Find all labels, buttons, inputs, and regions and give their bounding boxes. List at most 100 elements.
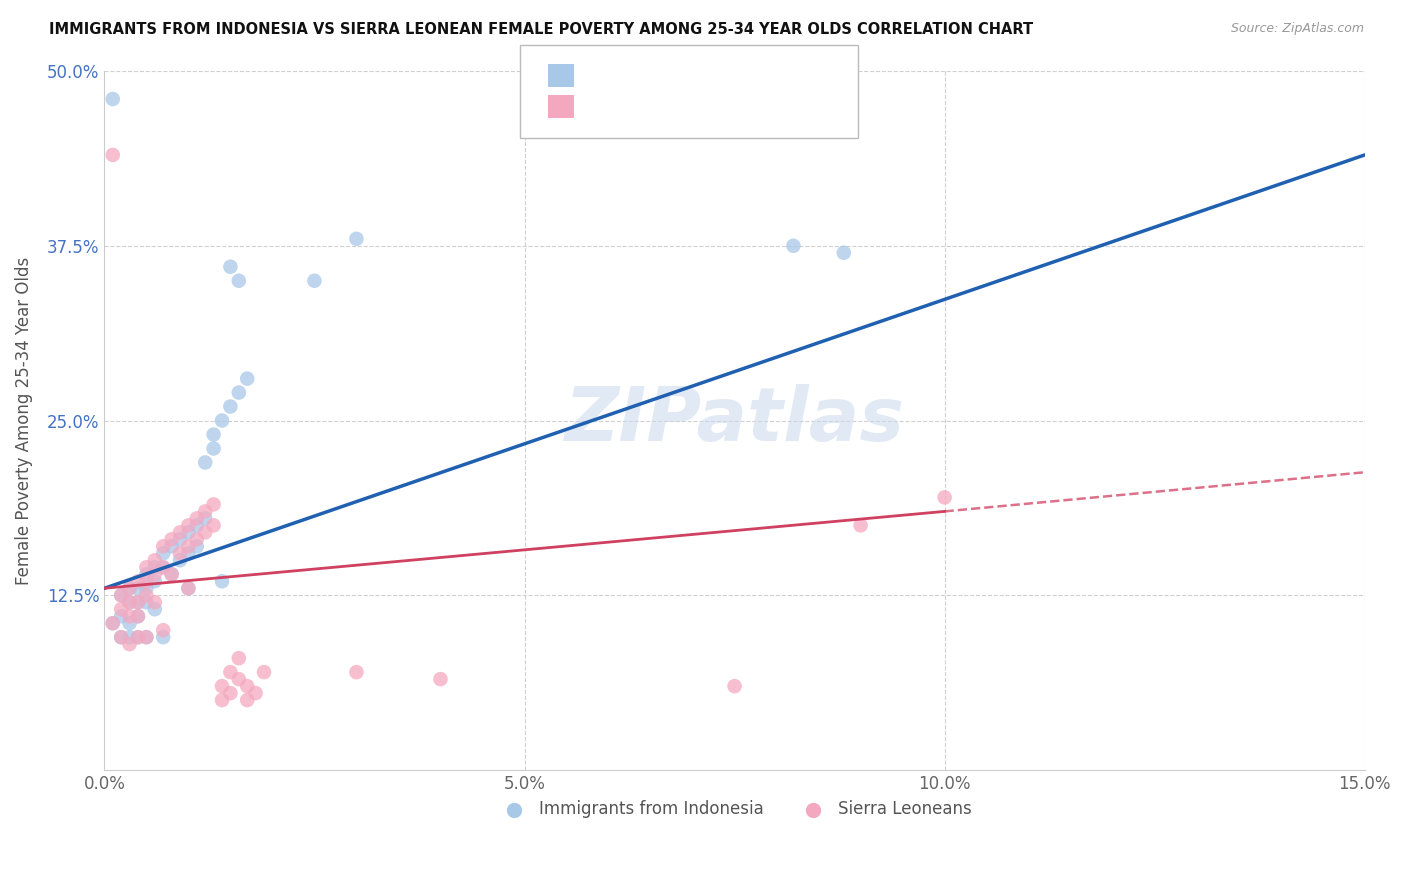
- Point: [118, 595, 141, 609]
- Point: [169, 525, 191, 540]
- Text: ZIPatlas: ZIPatlas: [565, 384, 904, 457]
- Point: [429, 672, 451, 686]
- Point: [177, 539, 200, 553]
- Point: [152, 560, 174, 574]
- Point: [110, 609, 132, 624]
- Point: [118, 630, 141, 644]
- Legend: Immigrants from Indonesia, Sierra Leoneans: Immigrants from Indonesia, Sierra Leonea…: [491, 793, 979, 824]
- Point: [160, 567, 183, 582]
- Point: [135, 574, 157, 589]
- Point: [194, 525, 217, 540]
- Point: [101, 92, 124, 106]
- Point: [228, 385, 250, 400]
- Point: [186, 518, 208, 533]
- Point: [152, 624, 174, 638]
- Point: [118, 609, 141, 624]
- Point: [127, 609, 149, 624]
- Point: [118, 637, 141, 651]
- Point: [143, 595, 166, 609]
- Point: [152, 560, 174, 574]
- Point: [253, 665, 276, 680]
- Text: R = 0.386   N = 47: R = 0.386 N = 47: [582, 64, 752, 82]
- Point: [194, 504, 217, 518]
- Point: [152, 539, 174, 553]
- Point: [202, 427, 225, 442]
- Point: [143, 560, 166, 574]
- Point: [127, 630, 149, 644]
- Point: [135, 581, 157, 595]
- Point: [127, 574, 149, 589]
- Point: [304, 274, 326, 288]
- Point: [143, 574, 166, 589]
- Point: [211, 413, 233, 427]
- Point: [135, 588, 157, 602]
- Point: [110, 630, 132, 644]
- Point: [127, 609, 149, 624]
- Text: Source: ZipAtlas.com: Source: ZipAtlas.com: [1230, 22, 1364, 36]
- Point: [219, 686, 242, 700]
- Point: [135, 567, 157, 582]
- Point: [160, 533, 183, 547]
- Point: [202, 497, 225, 511]
- Point: [135, 630, 157, 644]
- Point: [169, 553, 191, 567]
- Point: [934, 491, 956, 505]
- Point: [143, 553, 166, 567]
- Point: [177, 581, 200, 595]
- Point: [160, 567, 183, 582]
- Point: [127, 595, 149, 609]
- Point: [118, 595, 141, 609]
- Point: [110, 602, 132, 616]
- Point: [186, 539, 208, 553]
- Point: [228, 651, 250, 665]
- Point: [152, 630, 174, 644]
- Point: [169, 546, 191, 560]
- Point: [177, 518, 200, 533]
- Point: [143, 602, 166, 616]
- Point: [346, 665, 368, 680]
- Point: [160, 539, 183, 553]
- Point: [202, 518, 225, 533]
- Point: [118, 581, 141, 595]
- Point: [194, 511, 217, 525]
- Point: [186, 533, 208, 547]
- Point: [152, 546, 174, 560]
- Point: [228, 274, 250, 288]
- Point: [135, 630, 157, 644]
- Point: [110, 588, 132, 602]
- Point: [177, 581, 200, 595]
- Point: [127, 630, 149, 644]
- Point: [135, 560, 157, 574]
- Point: [169, 533, 191, 547]
- Point: [236, 693, 259, 707]
- Point: [219, 260, 242, 274]
- Point: [143, 567, 166, 582]
- Point: [219, 400, 242, 414]
- Text: R = 0.130   N = 51: R = 0.130 N = 51: [582, 95, 752, 113]
- Point: [101, 148, 124, 162]
- Point: [236, 679, 259, 693]
- Point: [127, 595, 149, 609]
- Point: [346, 232, 368, 246]
- Point: [211, 574, 233, 589]
- Point: [135, 595, 157, 609]
- Point: [782, 239, 804, 253]
- Point: [219, 665, 242, 680]
- Point: [101, 616, 124, 631]
- Point: [202, 442, 225, 456]
- Point: [832, 245, 855, 260]
- Point: [236, 371, 259, 385]
- Point: [110, 588, 132, 602]
- Point: [186, 511, 208, 525]
- Point: [177, 525, 200, 540]
- Point: [211, 679, 233, 693]
- Point: [127, 581, 149, 595]
- Point: [194, 455, 217, 469]
- Point: [110, 630, 132, 644]
- Text: IMMIGRANTS FROM INDONESIA VS SIERRA LEONEAN FEMALE POVERTY AMONG 25-34 YEAR OLDS: IMMIGRANTS FROM INDONESIA VS SIERRA LEON…: [49, 22, 1033, 37]
- Point: [228, 672, 250, 686]
- Point: [101, 616, 124, 631]
- Point: [849, 518, 872, 533]
- Point: [723, 679, 745, 693]
- Y-axis label: Female Poverty Among 25-34 Year Olds: Female Poverty Among 25-34 Year Olds: [15, 256, 32, 584]
